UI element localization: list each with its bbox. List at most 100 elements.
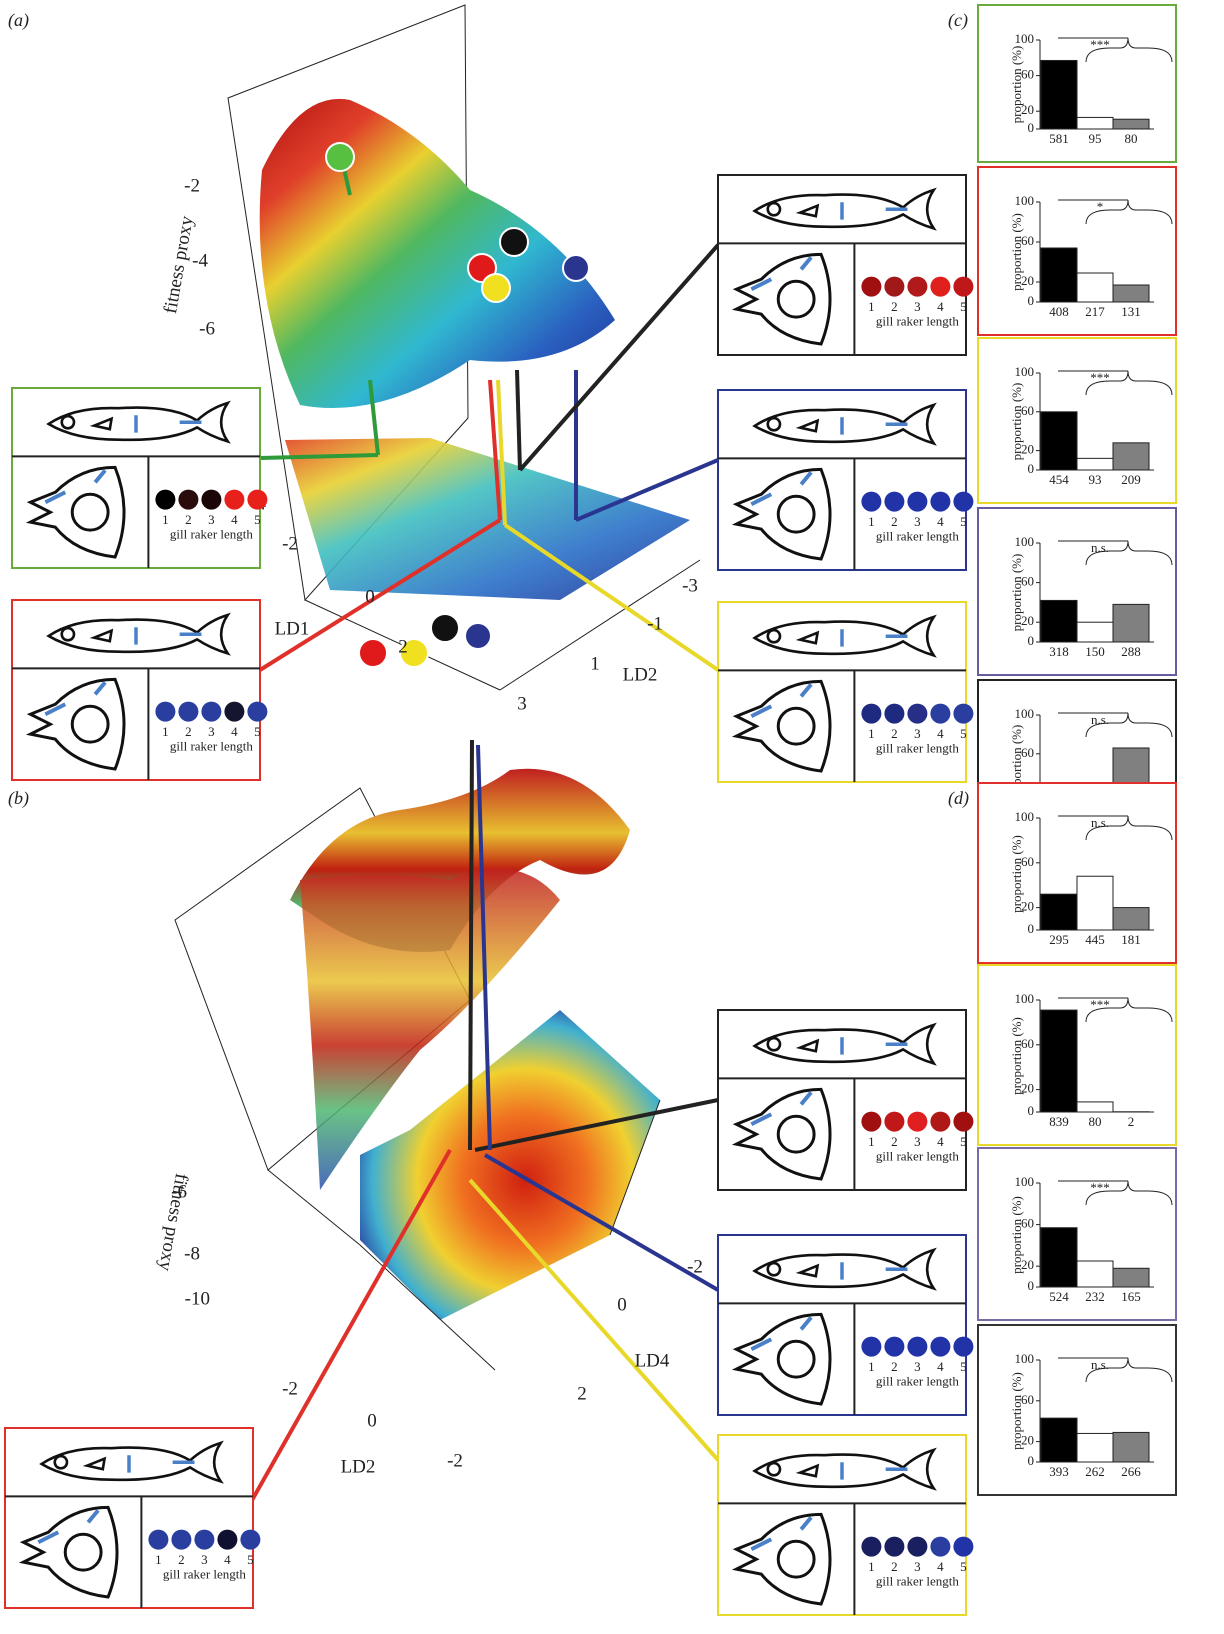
raker-dot bbox=[178, 489, 199, 510]
x-tick-label: 0 bbox=[367, 1410, 377, 1431]
raker-number: 2 bbox=[891, 1359, 898, 1374]
raker-dot bbox=[953, 491, 974, 512]
raker-number: 4 bbox=[937, 514, 944, 529]
raker-number: 3 bbox=[208, 724, 215, 739]
bar bbox=[1076, 1432, 1114, 1463]
bar bbox=[1112, 603, 1150, 643]
z-tick-label: -10 bbox=[185, 1288, 210, 1309]
y-axis-label: LD4 bbox=[635, 1350, 670, 1371]
raker-number: 3 bbox=[208, 512, 215, 527]
x-axis-label: LD2 bbox=[341, 1456, 376, 1477]
significance-brace bbox=[1085, 37, 1173, 63]
significance-label: n.s. bbox=[1091, 712, 1109, 727]
raker-number: 2 bbox=[891, 299, 898, 314]
x-tick-label: 93 bbox=[1089, 472, 1102, 487]
x-tick-label: 80 bbox=[1125, 131, 1138, 146]
y-tick-label: -3 bbox=[682, 575, 698, 596]
y-axis-label: LD2 bbox=[623, 664, 658, 685]
y-tick-label: -2 bbox=[687, 1256, 703, 1277]
significance-brace bbox=[1085, 815, 1173, 841]
raker-label: gill raker length bbox=[876, 1374, 960, 1389]
raker-label: gill raker length bbox=[163, 1567, 247, 1582]
y-tick-label: 0 bbox=[1028, 120, 1035, 135]
raker-label: gill raker length bbox=[876, 314, 960, 329]
raker-dot bbox=[953, 1536, 974, 1557]
raker-number: 4 bbox=[937, 1559, 944, 1574]
raker-number: 5 bbox=[960, 1559, 967, 1574]
y-axis-label: proportion (%) bbox=[1009, 46, 1024, 124]
y-tick-label: 100 bbox=[1015, 809, 1035, 824]
raker-dot bbox=[861, 276, 882, 297]
y-tick-label: 20 bbox=[1021, 899, 1034, 914]
raker-dot bbox=[907, 1111, 928, 1132]
x-tick-label: 295 bbox=[1049, 932, 1069, 947]
y-tick-label: 0 bbox=[1028, 1453, 1035, 1468]
z-tick-label: -6 bbox=[199, 318, 215, 339]
y-tick-label: 3 bbox=[517, 693, 527, 714]
x-tick-label: 524 bbox=[1049, 1289, 1069, 1304]
bar bbox=[1112, 118, 1150, 130]
x-tick-label: 393 bbox=[1049, 1464, 1069, 1479]
bar bbox=[1040, 599, 1078, 643]
y-tick-label: 0 bbox=[1028, 633, 1035, 648]
raker-number: 1 bbox=[868, 299, 875, 314]
raker-dot bbox=[217, 1529, 238, 1550]
x-tick-label: 165 bbox=[1121, 1289, 1141, 1304]
raker-number: 4 bbox=[937, 726, 944, 741]
raker-dot bbox=[224, 701, 245, 722]
significance-label: n.s. bbox=[1091, 1357, 1109, 1372]
raker-dot bbox=[884, 703, 905, 724]
bar bbox=[1040, 59, 1078, 130]
significance-label: *** bbox=[1090, 370, 1110, 385]
raker-number: 1 bbox=[868, 1134, 875, 1149]
x-tick-label: 0 bbox=[365, 586, 375, 607]
bar bbox=[1040, 893, 1078, 931]
x-tick-label: 217 bbox=[1085, 304, 1105, 319]
x-tick-label: 2 bbox=[1128, 1114, 1135, 1129]
significance-label: n.s. bbox=[1091, 815, 1109, 830]
bar bbox=[1040, 411, 1078, 471]
x-tick-label: 95 bbox=[1089, 131, 1102, 146]
raker-dot bbox=[247, 701, 268, 722]
raker-number: 2 bbox=[891, 514, 898, 529]
raker-dot bbox=[953, 1336, 974, 1357]
x-tick-label: 131 bbox=[1121, 304, 1141, 319]
y-tick-label: 0 bbox=[617, 1294, 627, 1315]
chart-frame bbox=[977, 507, 1177, 676]
y-tick-label: 20 bbox=[1021, 1257, 1034, 1272]
raker-number: 3 bbox=[914, 1559, 921, 1574]
y-tick-label: 60 bbox=[1021, 1216, 1034, 1231]
raker-number: 3 bbox=[914, 299, 921, 314]
bar bbox=[1040, 1417, 1078, 1463]
chart-frame bbox=[977, 1324, 1177, 1496]
x-tick-label: 181 bbox=[1121, 932, 1141, 947]
raker-label: gill raker length bbox=[876, 741, 960, 756]
raker-number: 2 bbox=[178, 1552, 185, 1567]
raker-number: 5 bbox=[960, 1359, 967, 1374]
raker-dot bbox=[884, 1336, 905, 1357]
raker-dot bbox=[884, 1111, 905, 1132]
y-tick-label: 60 bbox=[1021, 854, 1034, 869]
significance-label: *** bbox=[1090, 997, 1110, 1012]
y-tick-label: 20 bbox=[1021, 1433, 1034, 1448]
y-axis-label: proportion (%) bbox=[1009, 1196, 1024, 1274]
fitness-surface bbox=[259, 98, 615, 408]
bar bbox=[1040, 247, 1078, 303]
surface-b bbox=[174, 613, 720, 1526]
base-map bbox=[285, 438, 690, 600]
significance-label: n.s. bbox=[1091, 540, 1109, 555]
bar bbox=[1040, 1227, 1078, 1288]
raker-number: 3 bbox=[914, 1359, 921, 1374]
raker-dot bbox=[884, 1536, 905, 1557]
y-tick-label: 100 bbox=[1015, 364, 1035, 379]
x-tick-label: 288 bbox=[1121, 644, 1141, 659]
raker-dot bbox=[247, 489, 268, 510]
y-tick-label: 60 bbox=[1021, 67, 1034, 82]
raker-number: 4 bbox=[231, 724, 238, 739]
x-tick-label: -2 bbox=[282, 1378, 298, 1399]
raker-number: 1 bbox=[868, 1359, 875, 1374]
significance-label: *** bbox=[1090, 37, 1110, 52]
